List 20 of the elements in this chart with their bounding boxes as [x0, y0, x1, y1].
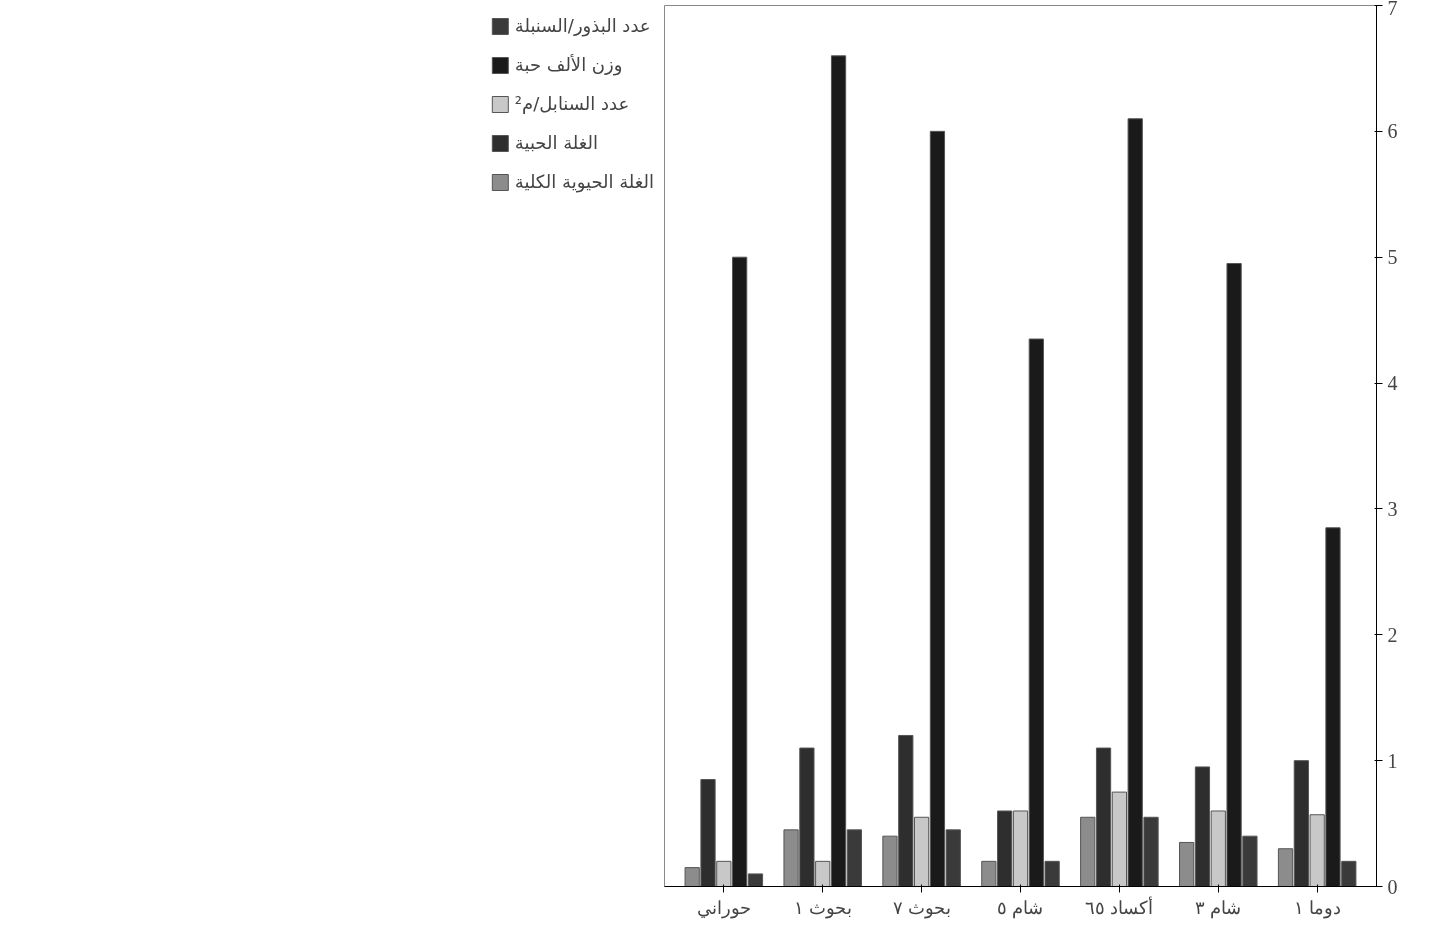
y-tick-label: 5	[1387, 246, 1398, 269]
legend-label: عدد البذور/السنبلة	[514, 15, 651, 36]
y-tick-label: 6	[1387, 120, 1398, 143]
x-tick-label: شام ٣	[1195, 897, 1242, 919]
y-tick-label: 1	[1387, 749, 1398, 772]
x-tick-label: شام ٥	[997, 897, 1044, 919]
y-tick-label: 3	[1387, 497, 1398, 520]
y-tick-label: 7	[1387, 0, 1398, 19]
legend-label: الغلة الحبية	[514, 132, 598, 153]
y-tick-label: 4	[1387, 372, 1398, 395]
x-tick-label: دوما ١	[1293, 897, 1341, 919]
y-tick-label: 0	[1387, 875, 1398, 898]
x-tick-label: حوراني	[696, 897, 751, 919]
legend-label: الغلة الحيوية الكلية	[514, 171, 654, 192]
legend-label: عدد السنابل/م²	[514, 93, 630, 114]
x-tick-label: أكساد ٦٥	[1085, 895, 1154, 918]
y-tick-label: 2	[1387, 623, 1398, 646]
x-tick-label: بحوث ٧	[892, 897, 951, 919]
legend-label: وزن الألف حبة	[514, 54, 623, 75]
x-tick-label: بحوث ١	[793, 897, 852, 919]
